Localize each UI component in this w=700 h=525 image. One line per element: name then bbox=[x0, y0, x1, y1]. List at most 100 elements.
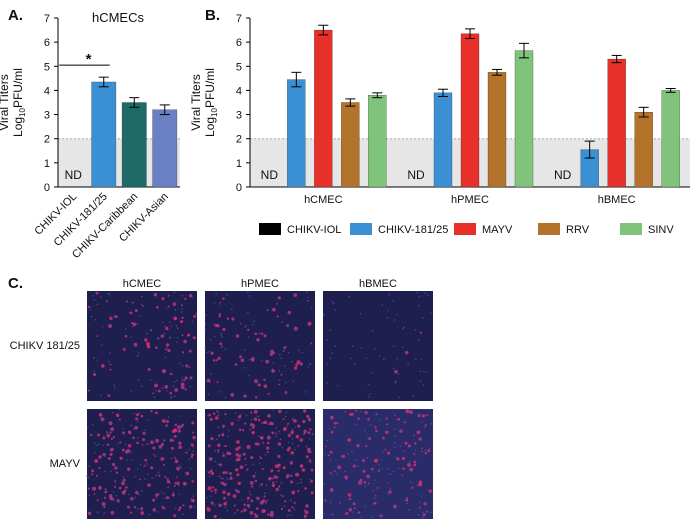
micrograph-speck bbox=[125, 443, 127, 446]
micrograph-speck bbox=[121, 448, 125, 452]
micrograph-speck bbox=[132, 322, 137, 327]
micrograph-nucleus bbox=[234, 363, 237, 365]
micrograph-nucleus bbox=[220, 477, 222, 480]
micrograph-speck bbox=[192, 495, 195, 497]
micrograph-speck bbox=[134, 309, 138, 313]
micrograph-speck bbox=[290, 430, 294, 435]
micrograph-speck bbox=[235, 334, 240, 338]
micrograph-speck bbox=[209, 469, 213, 473]
micrograph-speck bbox=[225, 479, 227, 481]
micrograph-speck bbox=[424, 424, 427, 427]
micrograph-nucleus bbox=[182, 513, 184, 516]
micrograph-speck bbox=[154, 455, 157, 458]
micrograph-speck bbox=[275, 487, 279, 492]
micrograph-speck bbox=[109, 363, 112, 366]
micrograph-nucleus bbox=[92, 295, 94, 297]
micrograph-speck bbox=[118, 486, 122, 490]
micrograph-nucleus bbox=[329, 501, 332, 504]
y-tick-label: 3 bbox=[44, 110, 50, 122]
micrograph-speck bbox=[272, 351, 276, 355]
micrograph-speck bbox=[278, 485, 281, 488]
micrograph-speck bbox=[367, 417, 370, 421]
micrograph-speck bbox=[284, 500, 287, 503]
micrograph-nucleus bbox=[422, 317, 424, 319]
micrograph-speck bbox=[164, 476, 167, 478]
micrograph-speck bbox=[229, 472, 233, 476]
micrograph-nucleus bbox=[297, 349, 300, 351]
micrograph-speck bbox=[150, 466, 154, 470]
micrograph-nucleus bbox=[258, 462, 261, 465]
micrograph-nucleus bbox=[162, 321, 164, 324]
micrograph-speck bbox=[182, 504, 185, 507]
micrograph-nucleus bbox=[392, 470, 395, 473]
micrograph-speck bbox=[109, 452, 113, 456]
micrograph-speck bbox=[243, 508, 247, 512]
micrograph-speck bbox=[111, 462, 116, 467]
micrograph-speck bbox=[257, 415, 260, 418]
micrograph-speck bbox=[208, 457, 213, 461]
micrograph-speck bbox=[89, 433, 93, 437]
micrograph-nucleus bbox=[392, 345, 395, 348]
micrograph-speck bbox=[140, 416, 143, 418]
micrograph-speck bbox=[147, 473, 149, 475]
micrograph-nucleus bbox=[366, 456, 369, 459]
micrograph-speck bbox=[300, 465, 303, 468]
micrograph-speck bbox=[150, 329, 153, 332]
micrograph-speck bbox=[107, 457, 111, 460]
micrograph-speck bbox=[100, 344, 103, 346]
micrograph-speck bbox=[98, 413, 103, 417]
micrograph-nucleus bbox=[422, 384, 425, 386]
micrograph-speck bbox=[280, 482, 283, 484]
bar bbox=[433, 92, 453, 188]
micrograph-speck bbox=[370, 467, 374, 471]
micrograph-speck bbox=[251, 426, 255, 429]
micrograph-speck bbox=[269, 513, 274, 517]
micrograph-nucleus bbox=[219, 517, 222, 520]
micrograph-nucleus bbox=[420, 358, 423, 361]
micrograph-speck bbox=[299, 438, 304, 442]
micrograph-speck bbox=[347, 493, 352, 497]
micrograph-speck bbox=[178, 441, 182, 445]
micrograph-speck bbox=[109, 431, 112, 434]
micrograph-nucleus bbox=[210, 373, 212, 375]
micrograph-speck bbox=[376, 458, 379, 460]
micrograph-nucleus bbox=[267, 359, 269, 362]
micrograph-speck bbox=[271, 477, 274, 480]
micrograph-speck bbox=[101, 364, 105, 368]
micrograph-speck bbox=[210, 489, 213, 493]
micrograph-speck bbox=[190, 443, 194, 447]
micrograph-speck bbox=[171, 446, 174, 450]
micrograph-nucleus bbox=[130, 451, 132, 454]
micrograph-speck bbox=[125, 300, 129, 303]
micrograph-speck bbox=[234, 488, 237, 491]
micrograph-speck bbox=[272, 481, 275, 484]
micrograph-speck bbox=[192, 336, 196, 340]
micrograph-speck bbox=[222, 490, 226, 494]
micrograph-nucleus bbox=[220, 334, 223, 337]
micrograph-speck bbox=[213, 514, 217, 519]
micrograph-speck bbox=[217, 463, 219, 465]
micrograph-speck bbox=[96, 499, 99, 502]
micrograph-speck bbox=[224, 444, 227, 448]
micrograph-speck bbox=[141, 490, 143, 492]
micrograph-speck bbox=[210, 501, 214, 505]
micrograph-speck bbox=[418, 506, 421, 509]
micrograph-nucleus bbox=[398, 396, 400, 399]
micrograph-speck bbox=[174, 459, 179, 464]
micrograph-speck bbox=[286, 425, 288, 427]
micrograph-nucleus bbox=[167, 416, 170, 419]
micrograph-speck bbox=[114, 479, 116, 482]
micrograph-speck bbox=[305, 504, 309, 508]
micrograph-speck bbox=[154, 411, 158, 415]
micrograph-speck bbox=[188, 349, 192, 353]
bar bbox=[460, 33, 480, 188]
micrograph-speck bbox=[266, 309, 269, 312]
micrograph-nucleus bbox=[324, 453, 326, 455]
micrograph-nucleus bbox=[181, 377, 184, 379]
micrograph-nucleus bbox=[136, 507, 139, 510]
micrograph-speck bbox=[169, 321, 171, 323]
micrograph-speck bbox=[277, 469, 280, 472]
micrograph-nucleus bbox=[407, 362, 409, 365]
micrograph-speck bbox=[218, 315, 221, 318]
micrograph-speck bbox=[167, 305, 170, 308]
